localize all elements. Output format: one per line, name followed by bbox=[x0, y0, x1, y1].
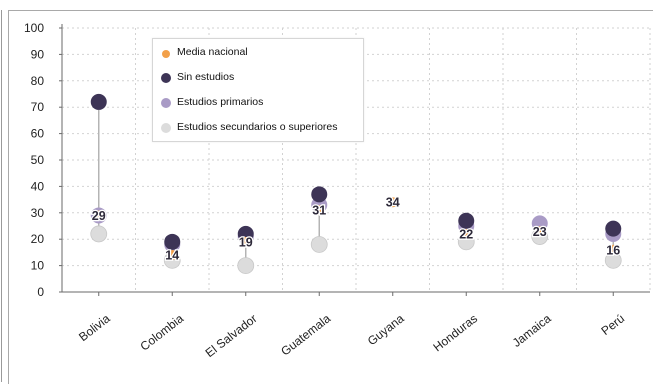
data-label-bolivia: 29 bbox=[92, 209, 106, 223]
legend-item-estudios-primarios: Estudios primarios bbox=[153, 94, 365, 112]
point-media-nacional-honduras bbox=[461, 228, 472, 239]
point-media-nacional-guyana bbox=[387, 197, 398, 208]
point-sin-estudios-honduras bbox=[458, 212, 475, 229]
legend-marker-estudios-primarios bbox=[161, 98, 171, 108]
x-tick-label-honduras: Honduras bbox=[430, 311, 480, 354]
legend-label-estudios-secundarios: Estudios secundarios o superiores bbox=[177, 121, 338, 133]
y-tick-label-30: 30 bbox=[31, 206, 45, 220]
y-tick-label-80: 80 bbox=[31, 74, 45, 88]
point-sin-estudios-el-salvador bbox=[237, 225, 254, 242]
legend-label-estudios-primarios: Estudios primarios bbox=[177, 96, 264, 108]
x-tick-label-colombia: Colombia bbox=[138, 311, 187, 353]
point-estudios-secundarios-o-superiores-el-salvador bbox=[237, 257, 255, 275]
x-tick-label-jamaica: Jamaica bbox=[510, 311, 554, 350]
y-tick-label-60: 60 bbox=[31, 127, 45, 141]
point-media-nacional-jamaica bbox=[534, 226, 545, 237]
y-tick-label-100: 100 bbox=[24, 21, 44, 35]
legend-item-media-nacional: Media nacional bbox=[153, 44, 365, 62]
y-tick-label-10: 10 bbox=[31, 259, 45, 273]
legend-item-sin-estudios: Sin estudios bbox=[153, 69, 365, 87]
y-tick-label-70: 70 bbox=[31, 100, 45, 114]
point-media-nacional-colombia bbox=[167, 250, 178, 261]
point-media-nacional-bolivia bbox=[93, 210, 104, 221]
point-estudios-secundarios-o-superiores-guatemala bbox=[310, 236, 328, 253]
data-label-colombia: 14 bbox=[165, 249, 179, 263]
legend-marker-estudios-secundarios bbox=[161, 123, 171, 133]
point-estudios-primarios-jamaica bbox=[531, 215, 548, 232]
point-sin-estudios-colombia bbox=[164, 233, 181, 250]
legend-marker-media-nacional bbox=[162, 50, 170, 58]
point-sin-estudios-bolivia bbox=[90, 93, 107, 110]
legend-label-sin-estudios: Sin estudios bbox=[177, 71, 235, 83]
y-tick-label-40: 40 bbox=[31, 179, 45, 193]
y-tick-label-90: 90 bbox=[31, 47, 45, 61]
point-media-nacional-peru bbox=[608, 244, 619, 255]
chart-legend: Media nacional Sin estudios Estudios pri… bbox=[152, 38, 364, 142]
data-label-guyana: 34 bbox=[386, 196, 400, 210]
point-sin-estudios-guatemala bbox=[311, 186, 328, 203]
data-label-honduras: 22 bbox=[459, 227, 473, 241]
x-tick-label-guatemala: Guatemala bbox=[278, 311, 333, 358]
data-label-peru: 16 bbox=[606, 243, 620, 257]
data-label-guatemala: 31 bbox=[312, 204, 326, 218]
legend-label-media-nacional: Media nacional bbox=[177, 46, 248, 58]
x-tick-label-bolivia: Bolivia bbox=[76, 311, 113, 344]
point-media-nacional-guatemala bbox=[314, 205, 325, 216]
point-media-nacional-el-salvador bbox=[240, 236, 251, 247]
x-tick-label-peru: Perú bbox=[598, 311, 627, 338]
point-sin-estudios-peru bbox=[605, 220, 622, 237]
legend-marker-sin-estudios bbox=[161, 73, 171, 83]
data-label-jamaica: 23 bbox=[533, 225, 547, 239]
left-border-line bbox=[1, 10, 2, 382]
y-tick-label-0: 0 bbox=[37, 285, 44, 299]
point-estudios-secundarios-o-superiores-bolivia bbox=[90, 225, 108, 243]
data-label-el-salvador: 19 bbox=[239, 235, 253, 249]
y-tick-label-50: 50 bbox=[31, 153, 45, 167]
x-tick-label-guyana: Guyana bbox=[365, 311, 407, 348]
legend-item-estudios-secundarios: Estudios secundarios o superiores bbox=[153, 119, 365, 137]
y-tick-label-20: 20 bbox=[31, 232, 45, 246]
x-tick-label-el-salvador: El Salvador bbox=[203, 311, 260, 360]
chart-frame bbox=[8, 10, 653, 384]
